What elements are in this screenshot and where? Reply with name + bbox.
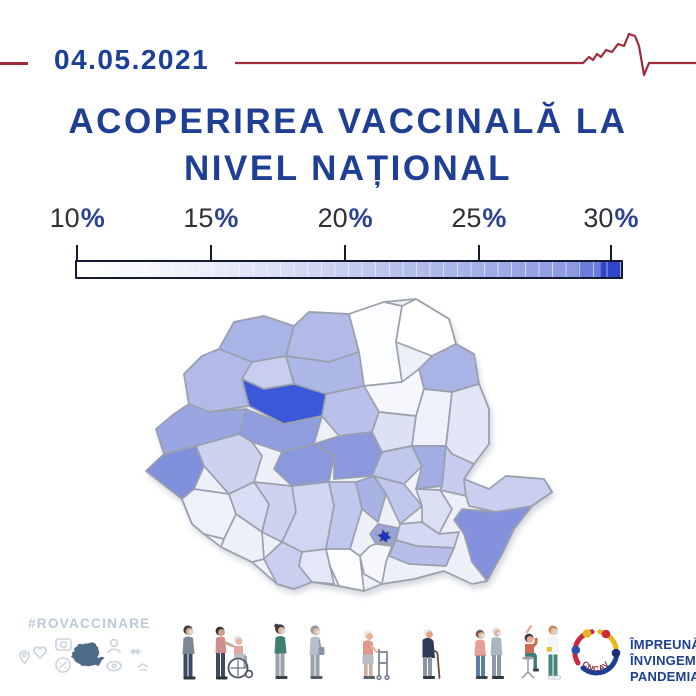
county-bucuresti xyxy=(375,527,394,545)
county-vaslui xyxy=(445,383,490,465)
romania-silhouette-icon xyxy=(70,642,105,667)
social-icons-cluster xyxy=(19,638,149,673)
county-teleorman xyxy=(325,548,365,592)
legend-label-10: 10% xyxy=(49,203,105,233)
logo-dot-red xyxy=(601,629,611,639)
share-icon xyxy=(130,648,141,655)
location-pin-icon xyxy=(19,650,30,665)
legend-label-25: 25% xyxy=(451,203,507,233)
logo-cncav-text: CNCAV xyxy=(580,659,610,673)
slogan-line-3: PANDEMIA xyxy=(630,669,696,684)
heartbeat-line-icon xyxy=(235,32,696,77)
percent-badge-icon xyxy=(55,657,71,673)
legend-tick-2 xyxy=(344,245,347,261)
legend-tick-1 xyxy=(209,245,212,261)
person-elderly-walker xyxy=(362,630,390,681)
person-man-standing xyxy=(182,625,196,680)
logo-dot-blue xyxy=(571,645,581,655)
legend-tick-0 xyxy=(76,245,79,261)
county-prahova xyxy=(355,475,387,523)
people-queue-illustration xyxy=(182,623,561,681)
handshake-icon xyxy=(137,663,149,671)
county-mehedinti xyxy=(220,513,265,563)
page-title: ACOPERIREA VACCINALĂ LA NIVEL NAȚIONAL xyxy=(0,98,696,192)
county-vrancea xyxy=(411,445,447,490)
logo-dot-navy xyxy=(611,648,621,658)
heart-icon xyxy=(33,646,47,660)
legend-gradient-bar xyxy=(75,260,623,279)
campaign-slogan: ÎMPREUNĂ ÎNVINGEM PANDEMIA xyxy=(630,637,696,685)
person-with-bag xyxy=(309,625,325,679)
title-line-1: ACOPERIREA VACCINALĂ LA xyxy=(68,102,628,141)
eye-icon xyxy=(106,660,122,672)
legend-labels: 10% 15% 20% 25% 30% xyxy=(50,203,639,237)
person-couple xyxy=(474,627,504,679)
person-vaccination-scene xyxy=(521,624,561,680)
legend-label-15: 15% xyxy=(183,203,239,233)
date-label: 04.05.2021 xyxy=(54,44,210,75)
legend-ticks xyxy=(75,245,623,261)
county-buzau xyxy=(373,475,423,525)
county-tulcea xyxy=(463,475,553,513)
legend-tick-4 xyxy=(609,245,612,261)
person-icon xyxy=(109,638,119,648)
county-covasna xyxy=(371,445,423,485)
person-elderly-cane xyxy=(422,628,441,679)
cncav-logo: CNCAV xyxy=(571,629,621,676)
slogan-line-1: ÎMPREUNĂ xyxy=(630,637,696,652)
legend-label-30: 30% xyxy=(583,203,639,233)
person-wheelchair-group xyxy=(215,626,254,680)
header-left-dash xyxy=(0,62,28,65)
county-maramures xyxy=(285,311,360,363)
title-line-2: NIVEL NAȚIONAL xyxy=(184,149,512,188)
romania-county-map xyxy=(145,298,553,592)
legend-label-20: 20% xyxy=(317,203,373,233)
svg-text:CNCAV: CNCAV xyxy=(580,659,611,673)
county-constanta xyxy=(453,505,533,582)
logo-arc-yellow xyxy=(597,629,619,651)
logo-arc-blue xyxy=(580,653,619,676)
logo-dot-yellow xyxy=(582,629,592,638)
person-nurse-green xyxy=(274,623,288,679)
county-hunedoara xyxy=(195,433,263,495)
legend-tick-3 xyxy=(477,245,480,261)
legend-gradient-segments xyxy=(77,262,621,277)
hashtag-rovaccinare: #ROVACCINARE xyxy=(28,616,151,631)
camera-icon xyxy=(55,638,72,651)
slogan-line-2: ÎNVINGEM xyxy=(630,653,696,668)
